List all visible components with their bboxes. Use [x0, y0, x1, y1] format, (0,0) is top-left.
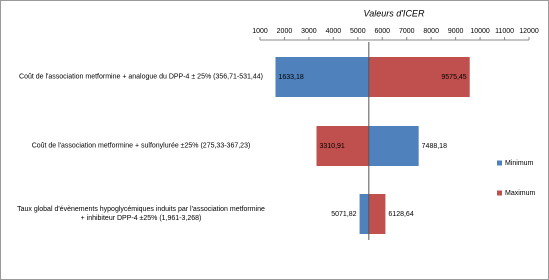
x-tick-label: 5000	[350, 28, 366, 35]
x-tick-label: 11000	[495, 28, 514, 35]
x-tick-label: 12000	[519, 28, 539, 35]
category-label: Taux global d'évènements hypoglycémiques…	[17, 206, 265, 222]
chart-title: Valeurs d'ICER	[364, 8, 425, 18]
x-tick-label: 9000	[448, 28, 464, 35]
bar	[368, 126, 419, 166]
x-tick-label: 6000	[374, 28, 390, 35]
value-label: 6128,64	[388, 211, 413, 218]
category-label: Coût de l'association metformine + sulfo…	[31, 142, 251, 150]
x-tick-label: 1000	[252, 28, 268, 35]
legend-label: Minimum	[505, 160, 534, 167]
bar	[316, 126, 369, 166]
x-tick-label: 8000	[423, 28, 439, 35]
value-label: 7488,18	[422, 143, 447, 150]
bar	[359, 194, 369, 234]
legend-label: Maximum	[505, 190, 536, 197]
bar	[368, 194, 386, 234]
category-label: Coût de l'association metformine + analo…	[19, 73, 263, 81]
bar	[275, 57, 369, 97]
value-label: 9575,45	[441, 74, 466, 81]
value-label: 1633,18	[278, 74, 303, 81]
legend-swatch	[497, 190, 502, 196]
x-tick-label: 3000	[301, 28, 317, 35]
x-tick-label: 10000	[470, 28, 490, 35]
x-tick-label: 2000	[277, 28, 293, 35]
x-tick-label: 7000	[399, 28, 415, 35]
value-label: 5071,82	[331, 211, 356, 218]
legend-swatch	[497, 160, 502, 166]
value-label: 3310,91	[320, 143, 345, 150]
x-tick-label: 4000	[326, 28, 342, 35]
bar	[368, 57, 470, 97]
